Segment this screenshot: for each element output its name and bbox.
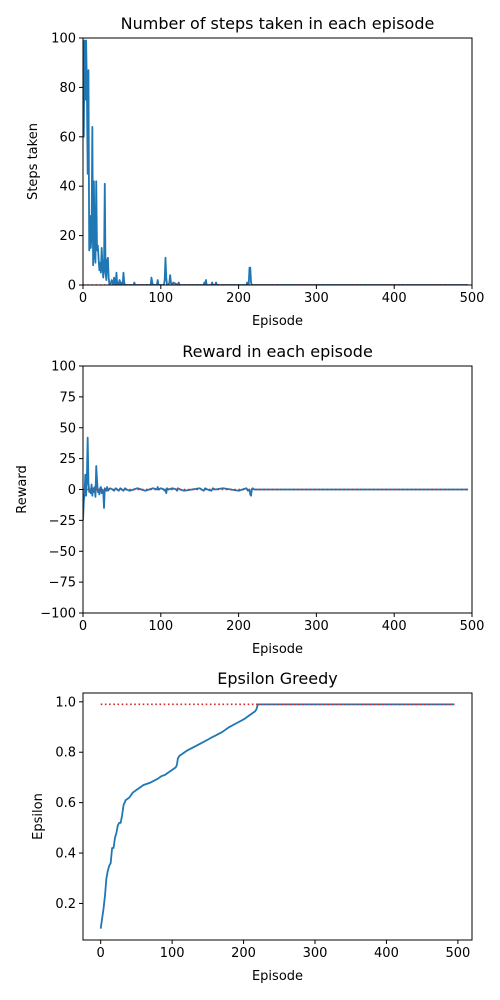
- axes-frame: [82, 692, 473, 941]
- x-tick-label: 500: [460, 619, 485, 634]
- x-tick-label: 300: [304, 619, 329, 634]
- series-group: [83, 39, 469, 285]
- y-tick-label: 1.0: [55, 695, 76, 710]
- y-tick-label: 60: [59, 130, 76, 145]
- y-tick-label: −50: [49, 545, 76, 560]
- y-tick-label: 0.2: [55, 897, 76, 912]
- y-axis-label: Epsilon: [31, 793, 46, 840]
- y-tick-label: 80: [59, 81, 76, 96]
- x-tick-label: 200: [231, 946, 256, 961]
- x-tick-label: 300: [304, 291, 329, 306]
- y-tick-label: 0.4: [55, 847, 76, 862]
- y-tick-label: 40: [59, 180, 76, 195]
- x-tick-label: 100: [148, 291, 173, 306]
- x-tick-label: 200: [226, 619, 251, 634]
- x-axis-label: Episode: [252, 642, 303, 657]
- y-tick-label: 100: [51, 360, 76, 375]
- y-axis-label: Steps taken: [26, 123, 41, 200]
- chart-title: Reward in each episode: [182, 342, 373, 361]
- x-tick-label: 0: [79, 291, 87, 306]
- series-group: [99, 703, 455, 929]
- chart-title: Epsilon Greedy: [217, 669, 337, 688]
- x-tick-label: 500: [445, 946, 470, 961]
- series-line-main: [83, 436, 469, 521]
- y-tick-label: 100: [51, 32, 76, 47]
- x-tick-label: 400: [382, 619, 407, 634]
- y-tick-label: −25: [49, 514, 76, 529]
- series-group: [83, 436, 469, 521]
- y-axis-label: Reward: [15, 465, 30, 513]
- x-tick-label: 0: [79, 619, 87, 634]
- chart-title: Number of steps taken in each episode: [121, 14, 435, 33]
- x-tick-label: 200: [226, 291, 251, 306]
- y-tick-label: 0: [68, 279, 76, 294]
- y-tick-label: 0: [68, 483, 76, 498]
- y-tick-label: 0.8: [55, 746, 76, 761]
- y-tick-label: 75: [59, 390, 76, 405]
- chart-panel-1: 0 100 200 300 400 500 0 20 40 60 80 100 Number of st…: [26, 14, 484, 329]
- series-line-main: [99, 703, 455, 929]
- x-tick-label: 400: [382, 291, 407, 306]
- y-tick-label: 50: [59, 421, 76, 436]
- x-tick-label: 0: [97, 946, 105, 961]
- x-tick-label: 100: [148, 619, 173, 634]
- y-tick-label: 0.6: [55, 796, 76, 811]
- x-tick-label: 500: [460, 291, 485, 306]
- y-tick-label: −75: [49, 576, 76, 591]
- x-tick-label: 300: [303, 946, 328, 961]
- chart-panel-3: 0 100 200 300 400 500 0.2 0.4 0.6 0.8 1.0 Epsilon G…: [31, 669, 473, 984]
- y-tick-label: 25: [59, 452, 76, 467]
- chart-panel-2: 0 100 200 300 400 500 −100 −75 −50 −25 0 25 50 75 100 R…: [15, 342, 484, 657]
- x-tick-label: 100: [160, 946, 185, 961]
- x-axis-label: Episode: [252, 969, 303, 984]
- x-axis-label: Episode: [252, 314, 303, 329]
- y-tick-label: 20: [59, 229, 76, 244]
- axes-frame: [82, 37, 473, 286]
- series-line-main: [83, 39, 469, 285]
- x-tick-label: 400: [374, 946, 399, 961]
- y-tick-label: −100: [40, 607, 76, 622]
